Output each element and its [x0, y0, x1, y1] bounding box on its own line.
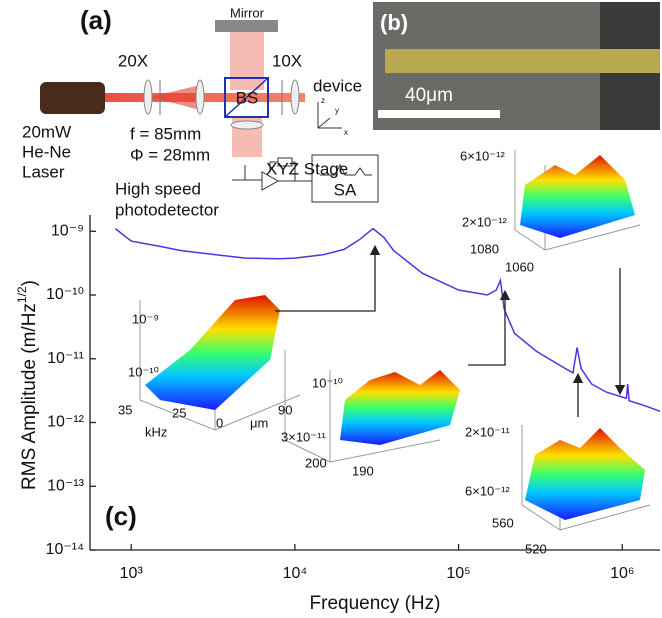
- panel-label: (a): [80, 5, 112, 35]
- panel-label: (c): [105, 501, 137, 531]
- spectrum-line: [114, 227, 661, 413]
- setup-label: Laser: [22, 162, 65, 181]
- setup-label: XYZ Stage: [266, 159, 348, 178]
- inset-label: 3×10⁻¹¹: [281, 429, 326, 444]
- setup-label: f = 85mm: [130, 124, 201, 143]
- panel-label: (b): [380, 10, 408, 35]
- inset-label: 10⁻⁹: [132, 311, 159, 326]
- y-tick-label: 10⁻¹⁰: [46, 286, 84, 303]
- y-tick-label: 10⁻¹¹: [47, 350, 84, 367]
- setup-label: device: [313, 76, 362, 95]
- setup-label: 20X: [118, 51, 148, 70]
- x-tick-label: 10⁶: [610, 565, 634, 582]
- inset-label: 560: [492, 515, 514, 530]
- inset-label: 2×10⁻¹²: [462, 214, 507, 229]
- inset-label: 190: [352, 463, 374, 478]
- x-tick-label: 10³: [120, 565, 144, 582]
- inset-label: 520: [525, 541, 547, 556]
- y-tick-label: 10⁻⁹: [51, 222, 84, 239]
- setup-label: Mirror: [230, 5, 265, 20]
- inset-label: 2×10⁻¹¹: [465, 424, 510, 439]
- inset-label: 6×10⁻¹²: [460, 148, 505, 163]
- setup-label: 20mW: [22, 122, 71, 141]
- setup-label: 10X: [272, 51, 302, 70]
- inset-label: 0: [216, 415, 223, 430]
- setup-label: photodetector: [115, 200, 219, 219]
- inset-label: 200: [305, 455, 327, 470]
- inset-label: kHz: [145, 424, 167, 439]
- inset-label: 25: [172, 405, 186, 420]
- inset-label: 35: [118, 402, 132, 417]
- inset-label: 90: [278, 402, 292, 417]
- inset-label: 10⁻¹⁰: [312, 375, 343, 390]
- y-tick-label: 10⁻¹²: [47, 414, 85, 431]
- y-axis-label-sup: 1/2: [15, 286, 29, 303]
- setup-label: Φ = 28mm: [130, 145, 210, 164]
- inset-label: 6×10⁻¹²: [465, 483, 510, 498]
- setup-diagram: [40, 20, 379, 203]
- setup-label: SA: [334, 180, 357, 199]
- setup-label: He-Ne: [22, 142, 71, 161]
- inset-label: 10⁻¹⁰: [128, 364, 159, 379]
- plot: 10⁻¹⁴ 10⁻¹³ 10⁻¹² 10⁻¹¹ 10⁻¹⁰ 10⁻⁹ 10³ 10⁴ 10⁵ 10…: [46, 215, 661, 582]
- setup-label: x: [344, 128, 348, 137]
- insets: [139, 150, 651, 531]
- x-tick-label: 10⁴: [283, 565, 308, 582]
- inset-label: 1060: [505, 259, 534, 274]
- setup-label: z: [321, 96, 325, 105]
- x-tick-label: 10⁵: [446, 565, 470, 582]
- inset-label: 1080: [470, 241, 499, 256]
- inset-label: μm: [250, 415, 268, 430]
- x-axis-label: Frequency (Hz): [310, 593, 441, 614]
- setup-label: High speed: [115, 179, 201, 198]
- y-tick-label: 10⁻¹⁴: [46, 541, 85, 558]
- y-tick-label: 10⁻¹³: [47, 477, 85, 494]
- sem-image: [373, 2, 660, 130]
- setup-label: y: [335, 106, 339, 115]
- y-axis-label-main: RMS Amplitude (m/Hz: [19, 303, 40, 490]
- y-axis-label-end: ): [19, 280, 40, 286]
- y-axis-label: RMS Amplitude (m/Hz1/2): [15, 280, 40, 490]
- setup-label: BS: [236, 88, 259, 107]
- scale-bar-label: 40μm: [405, 85, 453, 106]
